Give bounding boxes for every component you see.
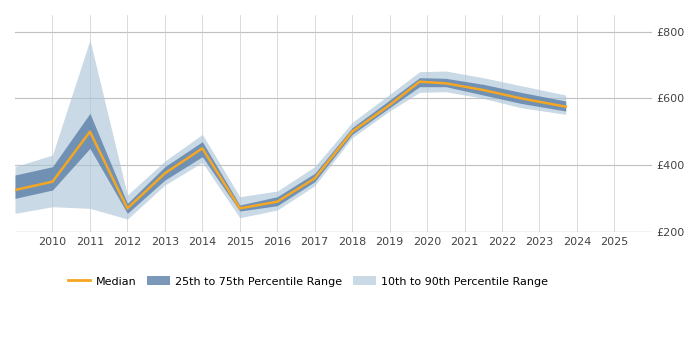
Legend: Median, 25th to 75th Percentile Range, 10th to 90th Percentile Range: Median, 25th to 75th Percentile Range, 1…	[63, 272, 552, 291]
